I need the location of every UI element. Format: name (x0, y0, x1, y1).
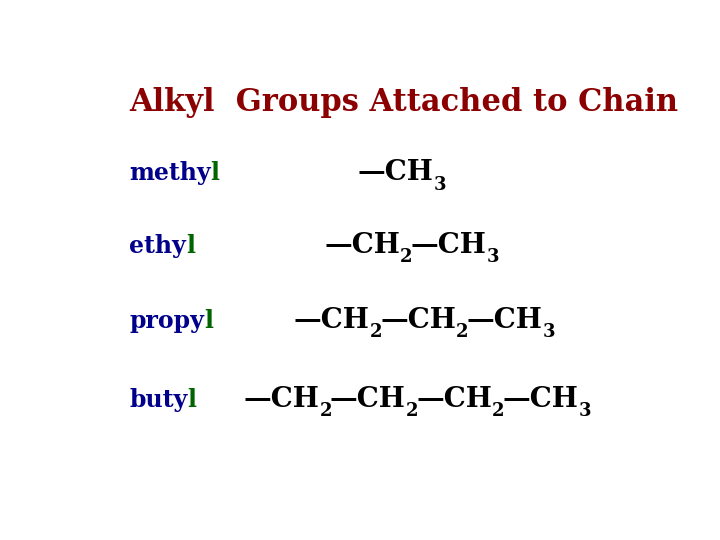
Text: 2: 2 (400, 248, 413, 266)
Text: —CH: —CH (243, 386, 320, 413)
Text: 3: 3 (579, 402, 591, 420)
Text: —CH: —CH (324, 232, 400, 259)
Text: 3: 3 (543, 323, 555, 341)
Text: buty: buty (129, 388, 187, 411)
Text: propy: propy (129, 308, 204, 333)
Text: —CH: —CH (380, 307, 456, 334)
Text: —CH: —CH (358, 159, 433, 186)
Text: 2: 2 (456, 323, 469, 341)
Text: 2: 2 (406, 402, 418, 420)
Text: 2: 2 (320, 402, 332, 420)
Text: l: l (211, 161, 220, 185)
Text: —CH: —CH (467, 307, 543, 334)
Text: —CH: —CH (503, 386, 579, 413)
Text: —CH: —CH (411, 232, 487, 259)
Text: —CH: —CH (416, 386, 492, 413)
Text: l: l (186, 234, 195, 258)
Text: ethy: ethy (129, 234, 186, 258)
Text: methy: methy (129, 161, 211, 185)
Text: 3: 3 (487, 248, 499, 266)
Text: 2: 2 (369, 323, 382, 341)
Text: 3: 3 (433, 176, 446, 193)
Text: l: l (204, 308, 213, 333)
Text: —CH: —CH (294, 307, 369, 334)
Text: l: l (187, 388, 197, 411)
Text: Alkyl  Groups Attached to Chain: Alkyl Groups Attached to Chain (129, 87, 678, 118)
Text: —CH: —CH (330, 386, 406, 413)
Text: 2: 2 (492, 402, 505, 420)
